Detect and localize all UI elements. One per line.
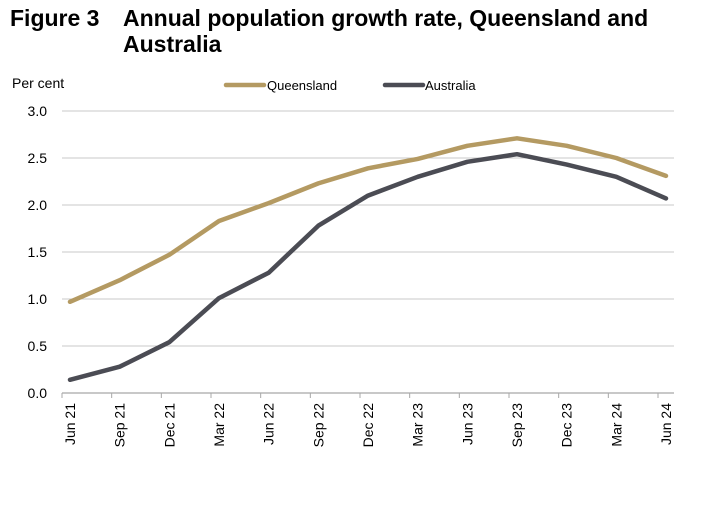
- x-tick-label: Sep 22: [310, 403, 326, 448]
- y-tick-label: 2.0: [28, 197, 48, 213]
- figure-title: Annual population growth rate, Queenslan…: [123, 5, 649, 57]
- x-tick-label: Dec 22: [360, 403, 376, 448]
- legend: Queensland Australia: [223, 78, 476, 93]
- x-tick-label: Jun 21: [62, 403, 78, 445]
- x-tick-label: Jun 23: [459, 403, 475, 445]
- x-tick-label: Sep 23: [509, 403, 525, 448]
- x-tick-label: Jun 22: [261, 403, 277, 445]
- x-tick-labels: Jun 21 Sep 21 Dec 21 Mar 22 Jun 22 Sep 22 Dec …: [62, 403, 674, 448]
- legend-label-australia: Australia: [425, 78, 476, 93]
- y-tick-label: 0.0: [28, 385, 48, 401]
- x-axis: [61, 392, 674, 398]
- x-tick-label: Dec 23: [559, 403, 575, 448]
- y-tick-label: 1.0: [28, 291, 48, 307]
- y-tick-label: 1.5: [28, 244, 48, 260]
- figure-label: Figure 3: [10, 5, 100, 31]
- x-tick-label: Mar 22: [211, 403, 227, 447]
- y-tick-label: 2.5: [28, 150, 48, 166]
- gridlines: [62, 110, 674, 347]
- x-tick-label: Dec 21: [161, 403, 177, 448]
- x-tick-label: Mar 24: [608, 403, 624, 447]
- x-tick-label: Jun 24: [658, 403, 674, 445]
- y-tick-label: 0.5: [28, 338, 48, 354]
- x-tick-label: Mar 23: [410, 403, 426, 447]
- y-tick-label: 3.0: [28, 103, 48, 119]
- legend-label-queensland: Queensland: [267, 78, 337, 93]
- series-line-queensland: [67, 136, 669, 305]
- y-axis-label: Per cent: [12, 75, 64, 91]
- x-tick-label: Sep 21: [112, 403, 128, 448]
- y-tick-labels: 0.0 0.5 1.0 1.5 2.0 2.5 3.0: [28, 103, 48, 401]
- series-lines: [67, 136, 669, 383]
